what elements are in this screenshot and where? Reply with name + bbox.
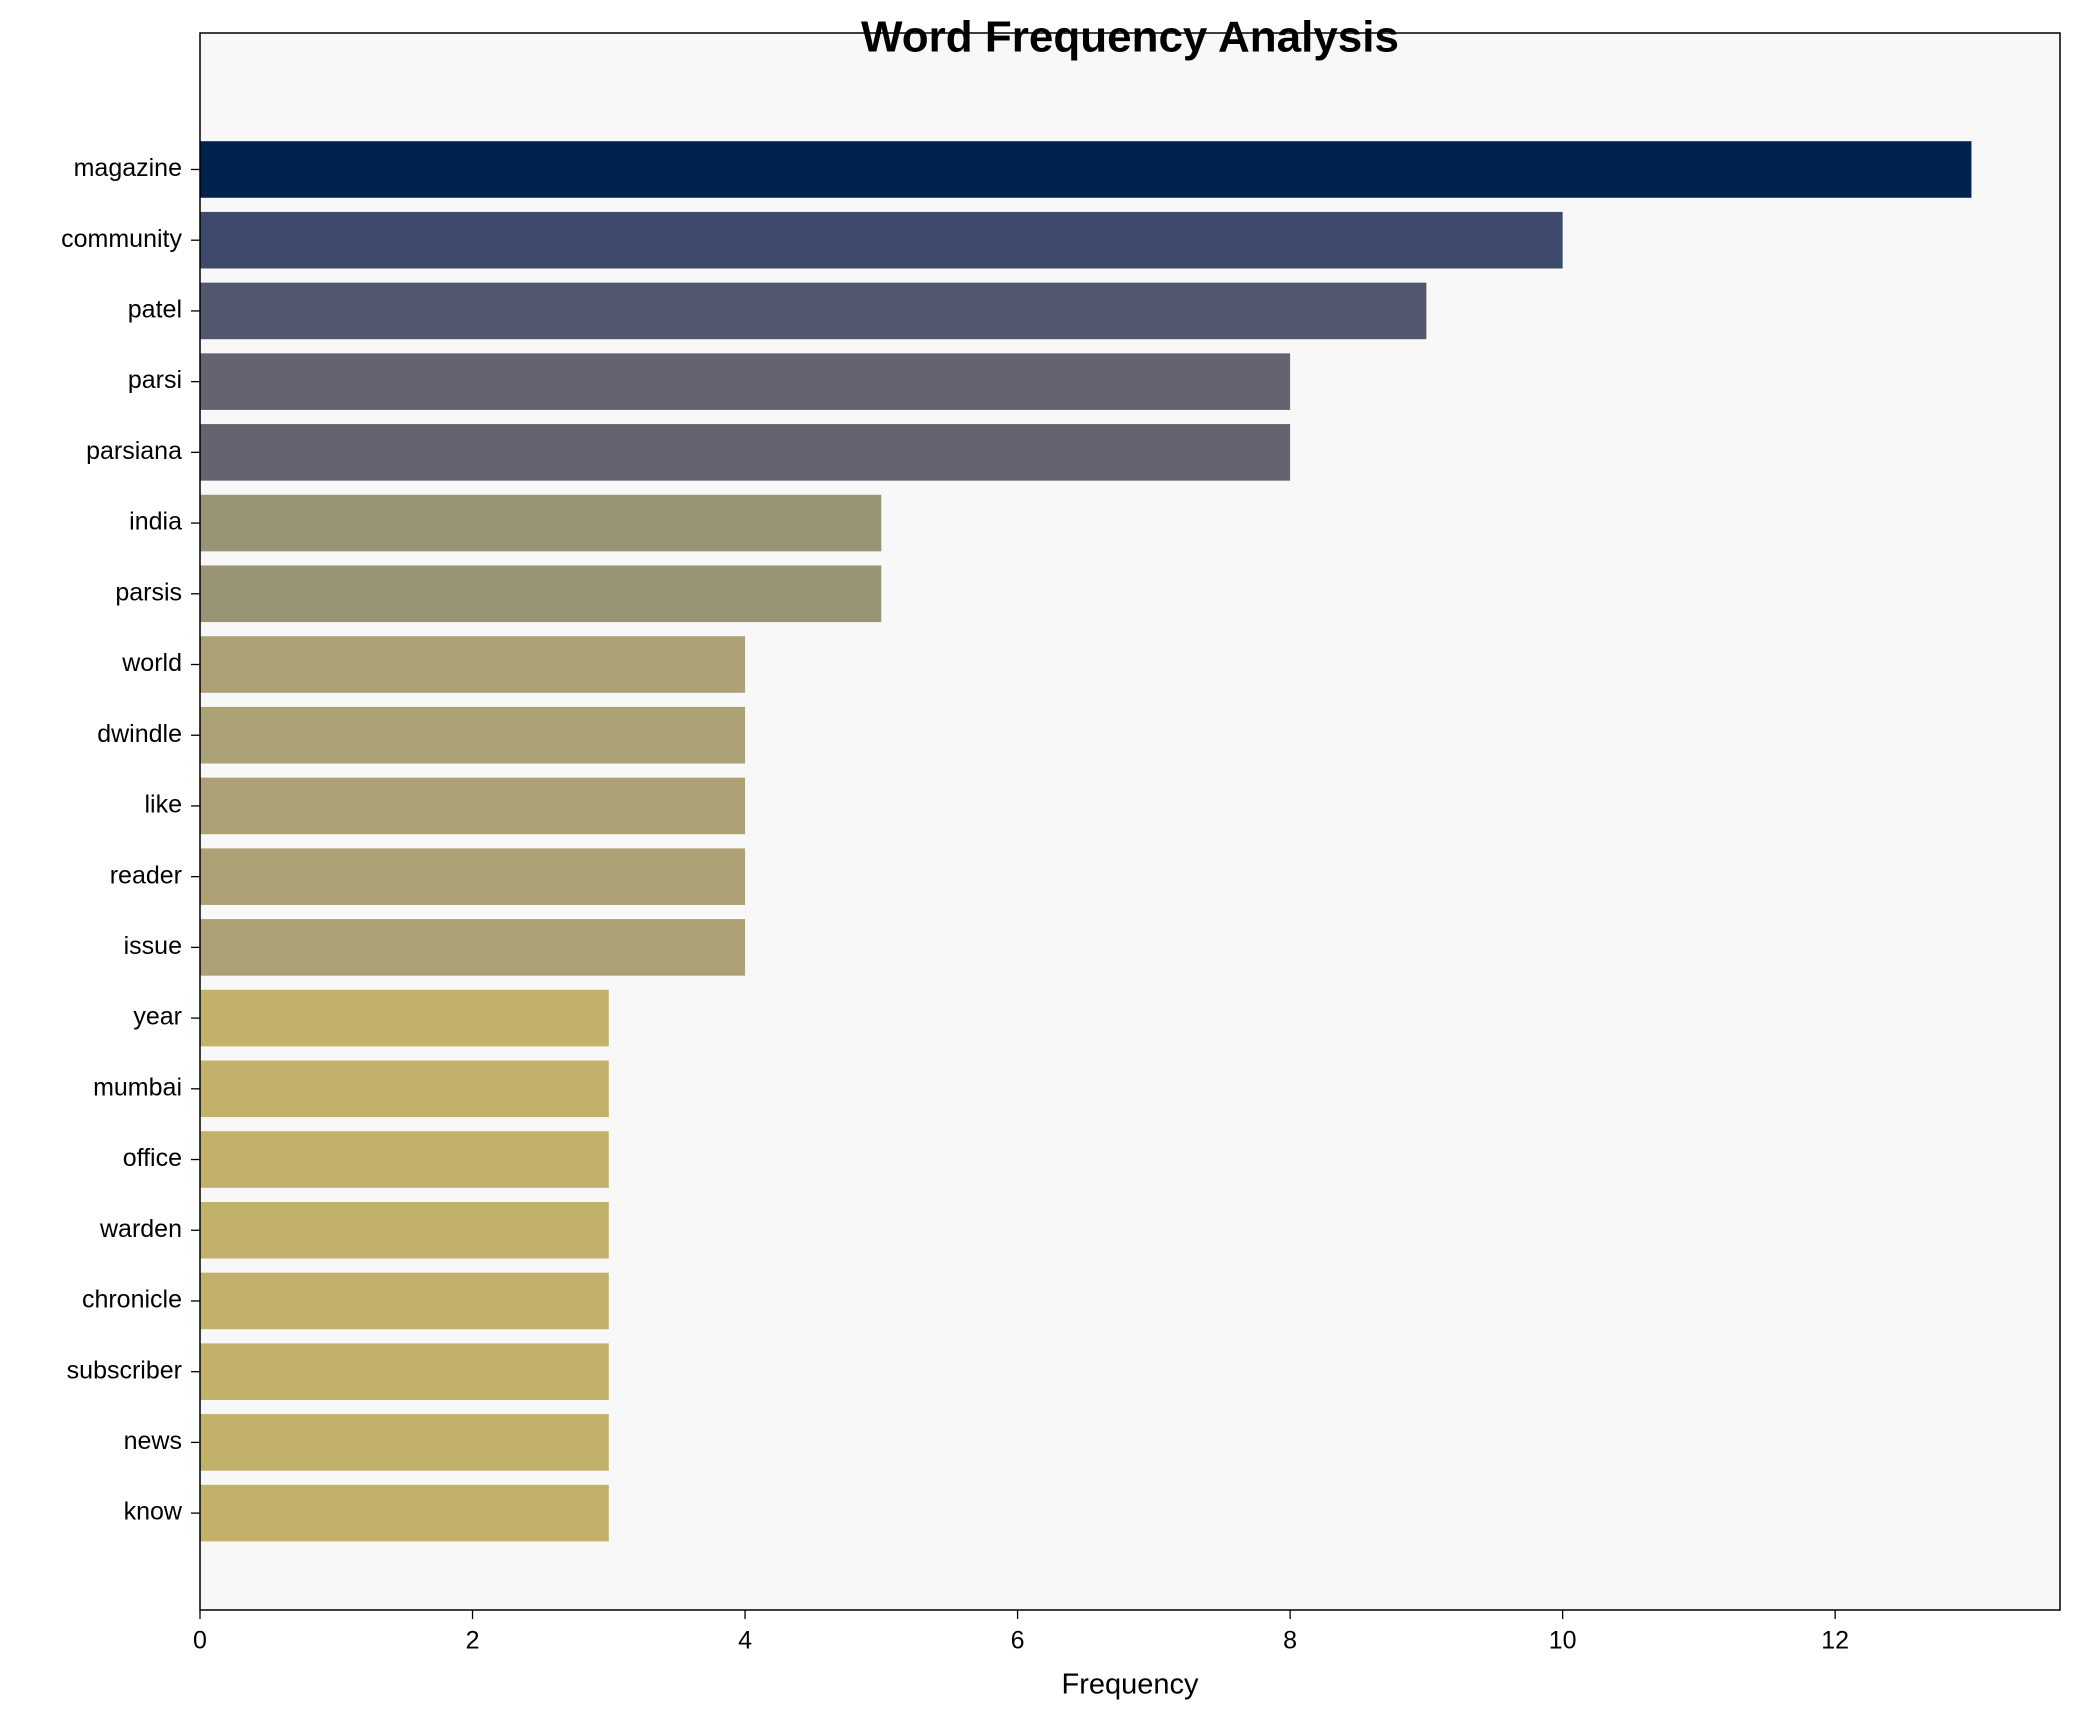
x-tick-label: 10 (1549, 1627, 1577, 1655)
bar (200, 636, 746, 693)
x-tick-label: 0 (193, 1627, 207, 1655)
axes-frame (199, 32, 2061, 1611)
y-tick-label: mumbai (93, 1073, 182, 1101)
y-tick-label: know (124, 1498, 183, 1526)
y-tick-label: like (144, 791, 182, 819)
bar (200, 1484, 609, 1542)
bar (200, 1272, 609, 1330)
bar (200, 494, 882, 552)
x-axis-label: Frequency (1061, 1669, 1199, 1701)
x-tick-label: 12 (1821, 1627, 1849, 1655)
bar (200, 565, 882, 623)
y-tick-label: news (124, 1427, 182, 1455)
y-tick-label: subscriber (67, 1356, 182, 1384)
y-tick-label: warden (99, 1215, 182, 1243)
bar (200, 211, 1563, 269)
y-tick-label: magazine (74, 154, 182, 182)
bar (200, 1414, 609, 1471)
x-tick-label: 8 (1283, 1627, 1297, 1655)
bar (200, 1343, 609, 1400)
chart-title: Word Frequency Analysis (861, 13, 1399, 62)
bar (200, 919, 746, 976)
bar (200, 989, 609, 1047)
x-tick-label: 6 (1011, 1627, 1025, 1655)
bar (200, 1060, 609, 1118)
y-tick-label: world (121, 649, 182, 677)
y-tick-label: year (133, 1003, 182, 1031)
y-tick-label: reader (110, 861, 182, 889)
y-tick-label: patel (128, 296, 182, 324)
x-tick-label: 4 (738, 1627, 752, 1655)
y-tick-label: office (123, 1144, 182, 1172)
bar (200, 424, 1291, 481)
y-tick-label: community (61, 225, 182, 253)
bar (200, 777, 746, 835)
y-tick-label: chronicle (82, 1286, 182, 1314)
bar (200, 706, 746, 764)
y-tick-label: india (129, 508, 182, 536)
y-tick-label: issue (124, 932, 182, 960)
y-tick-label: parsi (128, 366, 182, 394)
y-tick-label: parsis (115, 578, 182, 606)
bar (200, 141, 1972, 198)
bar (200, 282, 1427, 340)
bar (200, 353, 1291, 410)
x-tick-label: 2 (466, 1627, 480, 1655)
y-tick-label: dwindle (97, 720, 182, 748)
bar (200, 848, 746, 905)
bar (200, 1131, 609, 1188)
y-tick-label: parsiana (86, 437, 182, 465)
bar (200, 1201, 609, 1259)
